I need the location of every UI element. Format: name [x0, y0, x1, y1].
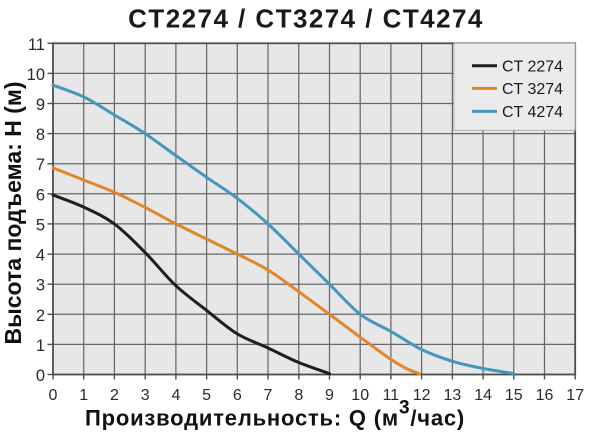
- svg-text:10: 10: [351, 387, 369, 404]
- svg-text:2: 2: [36, 307, 45, 325]
- svg-text:5: 5: [202, 387, 211, 404]
- svg-text:CT 2274: CT 2274: [502, 58, 563, 75]
- svg-text:CT2274 / CT3274 / CT4274: CT2274 / CT3274 / CT4274: [128, 4, 484, 34]
- svg-text:7: 7: [264, 387, 273, 404]
- svg-text:6: 6: [233, 387, 242, 404]
- svg-text:4: 4: [36, 247, 45, 265]
- svg-text:1: 1: [36, 337, 45, 355]
- svg-text:CT 4274: CT 4274: [502, 104, 563, 121]
- svg-text:3: 3: [36, 277, 45, 295]
- svg-text:14: 14: [474, 387, 492, 404]
- svg-text:5: 5: [36, 216, 45, 234]
- svg-text:8: 8: [36, 126, 45, 144]
- svg-text:16: 16: [536, 387, 554, 404]
- svg-text:13: 13: [444, 387, 462, 404]
- svg-text:10: 10: [27, 66, 45, 84]
- svg-text:4: 4: [171, 387, 180, 404]
- svg-text:11: 11: [28, 36, 45, 54]
- svg-text:0: 0: [36, 367, 45, 385]
- svg-text:17: 17: [566, 387, 584, 404]
- svg-text:0: 0: [49, 387, 58, 404]
- svg-text:8: 8: [294, 387, 303, 404]
- svg-text:9: 9: [36, 96, 45, 114]
- svg-text:3: 3: [141, 387, 150, 404]
- svg-text:9: 9: [325, 387, 334, 404]
- svg-text:1: 1: [79, 387, 88, 404]
- svg-text:11: 11: [383, 387, 400, 404]
- svg-text:Высота подъема: H (м): Высота подъема: H (м): [0, 81, 26, 344]
- svg-text:6: 6: [36, 186, 45, 204]
- svg-text:CT 3274: CT 3274: [502, 81, 563, 98]
- svg-text:7: 7: [36, 156, 45, 174]
- svg-text:15: 15: [505, 387, 523, 404]
- svg-text:2: 2: [110, 387, 119, 404]
- svg-text:12: 12: [413, 387, 431, 404]
